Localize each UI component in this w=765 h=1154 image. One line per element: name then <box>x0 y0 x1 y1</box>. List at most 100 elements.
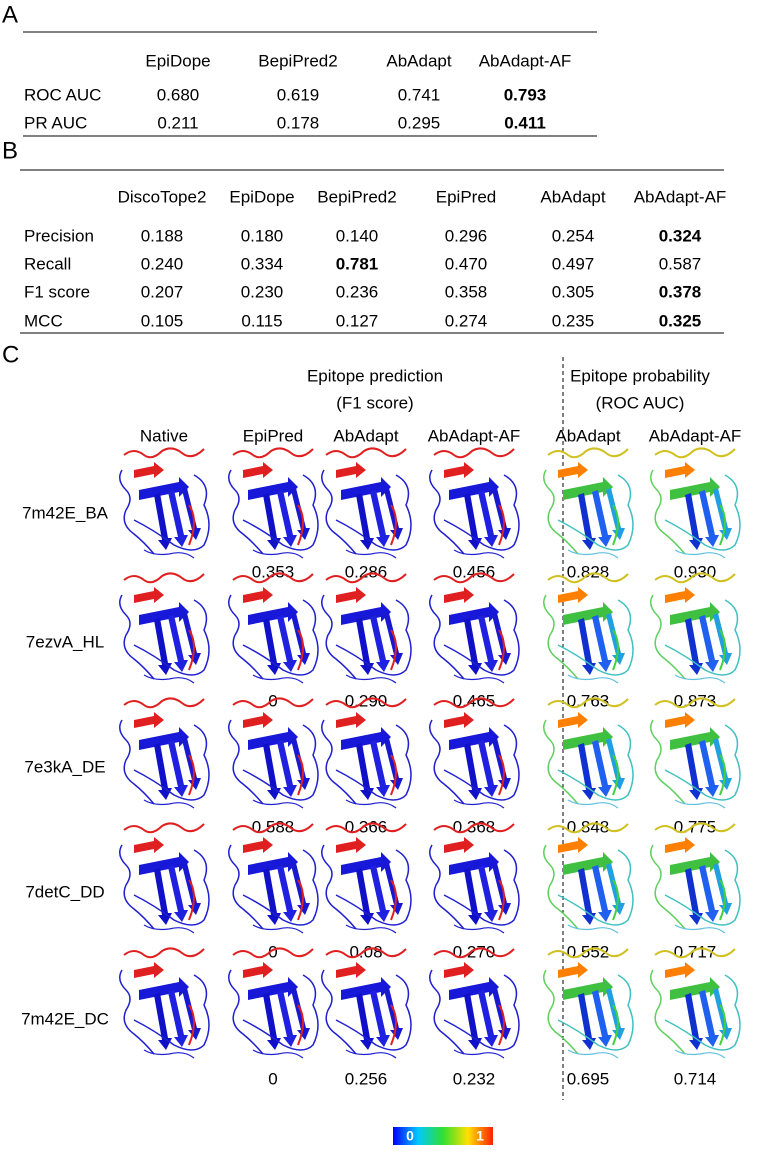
row-header: 7ezvA_HL <box>26 632 104 651</box>
protein-structure <box>542 947 634 1059</box>
table-cell: 0.497 <box>552 254 595 273</box>
score: 0.353 <box>252 562 295 581</box>
column-header: EpiPred <box>436 187 496 206</box>
protein-structure <box>227 822 319 934</box>
protein-structure <box>649 822 741 934</box>
table-cell: 0.741 <box>398 85 441 104</box>
protein-structure <box>227 447 319 559</box>
table-cell: 0.236 <box>336 282 379 301</box>
table-cell: 0.240 <box>141 254 184 273</box>
column-header: AbAdapt <box>555 426 620 445</box>
panel-label: A <box>2 1 18 28</box>
score: 0 <box>268 942 277 961</box>
score: 0.08 <box>349 942 382 961</box>
table-cell: 0.254 <box>552 226 595 245</box>
column-header: EpiDope <box>145 51 210 70</box>
table-cell: 0.188 <box>141 226 184 245</box>
column-header: AbAdapt-AF <box>428 426 521 445</box>
table-cell: 0.305 <box>552 282 595 301</box>
row-header: ROC AUC <box>24 85 101 104</box>
column-header: AbAdapt-AF <box>634 187 727 206</box>
column-header: EpiDope <box>229 187 294 206</box>
table-cell: 0.211 <box>157 113 198 132</box>
table-cell: 0.127 <box>336 311 379 330</box>
table-cell: 0.334 <box>241 254 284 273</box>
protein-structure <box>542 572 634 684</box>
protein-structure <box>320 822 412 934</box>
table-cell: 0.274 <box>445 311 488 330</box>
column-header: AbAdapt <box>540 187 605 206</box>
table-cell: 0.207 <box>141 282 184 301</box>
table-cell: 0.470 <box>445 254 488 273</box>
table-cell: 0.180 <box>241 226 284 245</box>
table-cell: 0.680 <box>157 85 200 104</box>
row-header: MCC <box>24 311 63 330</box>
row-header: 7m42E_DC <box>21 1009 109 1028</box>
protein-structure <box>118 822 210 934</box>
table-cell: 0.378 <box>659 282 702 301</box>
table-cell: 0.411 <box>504 113 546 132</box>
table-cell: 0.235 <box>552 311 595 330</box>
protein-structure <box>428 947 520 1059</box>
protein-structure <box>428 697 520 809</box>
score: 0.232 <box>453 1069 496 1088</box>
protein-structure <box>542 697 634 809</box>
protein-structure <box>649 947 741 1059</box>
table-cell: 0.781 <box>336 254 379 273</box>
protein-structure <box>118 947 210 1059</box>
group-title: Epitope probability <box>570 366 710 385</box>
protein-structure <box>542 447 634 559</box>
protein-structure <box>649 697 741 809</box>
protein-structure <box>227 697 319 809</box>
table-cell: 0.587 <box>659 254 702 273</box>
colorbar <box>393 1127 493 1145</box>
column-header: Native <box>140 426 188 445</box>
column-header: AbAdapt <box>333 426 398 445</box>
row-header: PR AUC <box>24 113 87 132</box>
table-cell: 0.140 <box>336 226 379 245</box>
column-header: AbAdapt-AF <box>649 426 742 445</box>
protein-structure <box>428 572 520 684</box>
row-header: F1 score <box>24 282 90 301</box>
row-header: 7m42E_BA <box>22 503 109 522</box>
score: 0.286 <box>345 562 388 581</box>
column-header: DiscoTope2 <box>118 187 207 206</box>
row-header: Precision <box>24 226 94 245</box>
protein-structure <box>320 572 412 684</box>
protein-structure <box>649 447 741 559</box>
score: 0 <box>268 1069 277 1088</box>
score: 0.256 <box>345 1069 388 1088</box>
protein-structure <box>118 697 210 809</box>
column-header: AbAdapt-AF <box>479 51 572 70</box>
row-header: Recall <box>24 254 71 273</box>
colorbar-label: 1 <box>476 1128 484 1144</box>
protein-structure <box>227 947 319 1059</box>
protein-structure <box>320 947 412 1059</box>
panel-label: B <box>2 137 18 164</box>
table-cell: 0.324 <box>659 226 702 245</box>
group-subtitle: (F1 score) <box>336 393 413 412</box>
protein-structure <box>649 572 741 684</box>
protein-structure <box>227 572 319 684</box>
score: 0.714 <box>674 1069 717 1088</box>
score: 0.456 <box>453 562 496 581</box>
protein-structure <box>320 697 412 809</box>
table-cell: 0.230 <box>241 282 284 301</box>
group-subtitle: (ROC AUC) <box>596 393 685 412</box>
protein-structure <box>542 822 634 934</box>
column-header: EpiPred <box>243 426 303 445</box>
table-cell: 0.178 <box>277 113 320 132</box>
protein-structure <box>428 822 520 934</box>
table-cell: 0.296 <box>445 226 488 245</box>
table-cell: 0.358 <box>445 282 488 301</box>
protein-structure <box>118 572 210 684</box>
table-cell: 0.115 <box>241 311 282 330</box>
score: 0.828 <box>567 562 610 581</box>
protein-structure <box>428 447 520 559</box>
column-header: AbAdapt <box>386 51 451 70</box>
panel-label: C <box>2 341 19 368</box>
group-title: Epitope prediction <box>307 366 443 385</box>
table-cell: 0.295 <box>398 113 441 132</box>
table-cell: 0.325 <box>659 311 702 330</box>
